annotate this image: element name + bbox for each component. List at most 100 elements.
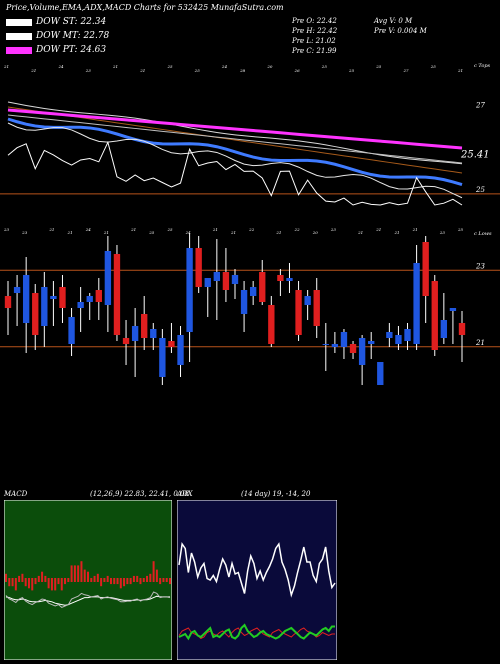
candle-body	[77, 302, 84, 308]
chart-title: Price,Volume,EMA,ADX,MACD Charts for 532…	[6, 3, 284, 12]
candle-body	[249, 287, 257, 296]
candle-body	[440, 320, 448, 338]
macd-histogram-bar	[136, 575, 139, 582]
candle-body	[104, 251, 112, 305]
lows-annotation: 22	[248, 227, 255, 232]
candle-body	[86, 296, 93, 302]
candle-body	[122, 338, 130, 344]
price-label: 25.41	[460, 149, 490, 160]
lows-annotation: 21	[375, 227, 381, 232]
macd-histogram-bar	[96, 573, 99, 582]
macd-histogram-bar	[64, 578, 67, 585]
macd-name-label: MACD	[4, 490, 28, 498]
macd-histogram-bar	[149, 573, 152, 582]
lows-annotation: 21	[67, 230, 73, 235]
macd-histogram-bar	[103, 578, 106, 582]
legend-label-dow-mt: DOW MT: 22.78	[36, 31, 110, 41]
candle-body	[313, 290, 320, 326]
macd-histogram-bar	[83, 569, 86, 582]
candle-body	[358, 338, 366, 365]
macd-histogram-bar	[106, 575, 109, 582]
tops-annotation: 21	[30, 68, 36, 73]
prev-volume: Pre V: 0.004 M	[374, 27, 427, 35]
macd-histogram-bar	[129, 578, 132, 585]
tops-annotation: 25	[375, 64, 382, 69]
ema-fast-line	[7, 122, 463, 199]
lows-annotation: 23	[3, 227, 10, 232]
candle-body	[231, 275, 239, 284]
adx-name-label: ADX	[177, 490, 193, 498]
macd-histogram-bar	[47, 578, 50, 589]
macd-histogram-bar	[37, 575, 40, 582]
corner-label-tops: c Tops	[474, 63, 491, 69]
chart-header: Price,Volume,EMA,ADX,MACD Charts for 532…	[0, 0, 500, 60]
candle-body	[32, 293, 39, 335]
candle-body	[331, 344, 339, 347]
tops-annotation: 28	[239, 68, 246, 73]
lows-annotation: 21	[48, 227, 54, 232]
macd-histogram-bar	[18, 575, 21, 582]
candle-body	[458, 323, 466, 335]
macd-histogram-bar	[70, 565, 73, 582]
tops-annotation: 25	[321, 64, 328, 69]
price-label: 25	[475, 186, 485, 194]
macd-histogram-bar	[142, 578, 145, 582]
macd-histogram-bar	[67, 578, 70, 582]
macd-histogram-bar	[77, 565, 80, 582]
macd-histogram-bar	[152, 561, 155, 582]
lows-annotation: 21	[357, 230, 363, 235]
di-plus-line	[178, 623, 335, 641]
close-price-line	[7, 140, 463, 206]
macd-histogram-bar	[5, 573, 7, 582]
macd-histogram-bar	[34, 578, 37, 585]
macd-histogram-bar	[60, 578, 63, 591]
adx-panel: ADX (14 day) 19, -14, 20	[176, 490, 338, 661]
candle-body	[431, 281, 438, 350]
adx-line	[178, 542, 336, 598]
macd-histogram-bar	[93, 575, 96, 582]
candle-body	[386, 332, 393, 338]
adx-params-label: (14 day) 19, -14, 20	[241, 490, 311, 498]
lows-annotation: 23	[439, 230, 446, 235]
candle-body	[68, 317, 75, 344]
lows-annotation: 21	[212, 227, 218, 232]
ema-pink-line	[7, 108, 463, 150]
price-label: 21	[475, 339, 485, 347]
ema-mid-line	[7, 114, 463, 164]
candle-body	[177, 335, 184, 365]
prev-close: Pre C: 21.99	[292, 47, 337, 55]
legend-dow-pt: DOW PT: 24.63	[6, 44, 106, 56]
ema-long-1-line	[7, 101, 463, 165]
candle-body	[41, 287, 48, 326]
macd-histogram-bar	[155, 569, 158, 582]
candle-body	[204, 278, 211, 287]
lows-annotation: 21	[103, 230, 109, 235]
macd-histogram-bar	[139, 578, 142, 585]
price-label: 27	[475, 102, 485, 110]
tops-annotation: 25	[348, 68, 355, 73]
candle-body	[349, 344, 357, 353]
lows-annotation: 25	[166, 227, 173, 232]
candle-body	[168, 341, 175, 347]
lows-annotation: 24	[85, 227, 92, 232]
candle-body	[395, 335, 402, 344]
candle-body	[213, 272, 221, 281]
lows-annotation: 20	[312, 230, 319, 235]
tops-annotation: 26	[294, 68, 301, 73]
price-label: 23	[475, 262, 485, 270]
macd-histogram-bar	[100, 578, 103, 587]
lows-annotation: 23	[330, 227, 337, 232]
candle-body	[304, 296, 311, 305]
candle-body	[340, 332, 348, 347]
candle-body	[422, 242, 429, 296]
di-minus-line	[178, 627, 335, 640]
prev-low: Pre L: 21.02	[292, 37, 336, 45]
macd-histogram-bar	[109, 578, 112, 585]
candle-body	[4, 296, 12, 308]
macd-histogram-bar	[57, 578, 60, 585]
tops-annotation: 24	[221, 64, 228, 69]
macd-histogram-bar	[11, 578, 14, 587]
macd-histogram-bar	[50, 578, 53, 591]
macd-histogram-bar	[54, 578, 57, 591]
candle-body	[322, 344, 329, 345]
